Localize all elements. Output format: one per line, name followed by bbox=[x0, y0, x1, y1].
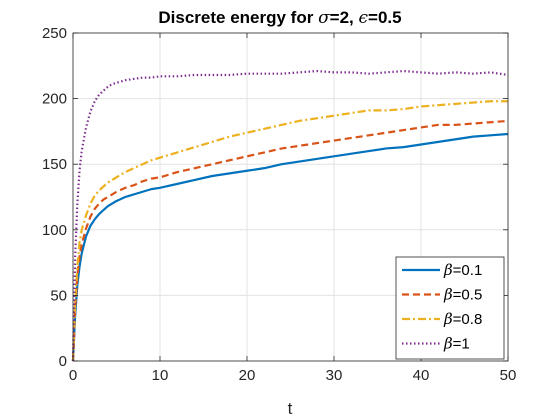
x-tick-label: 50 bbox=[500, 367, 517, 384]
title-epsilon-symbol: ϵ bbox=[359, 8, 369, 28]
x-tick-label: 0 bbox=[69, 367, 77, 384]
plot-frame bbox=[72, 32, 509, 362]
legend-beta-symbol: β bbox=[443, 261, 453, 279]
legend-beta-symbol: β bbox=[443, 310, 453, 328]
ticks bbox=[72, 32, 509, 362]
legend-item: β=0.8 bbox=[402, 310, 482, 328]
series-line-1 bbox=[71, 132, 509, 362]
x-tick-label: 30 bbox=[326, 367, 343, 384]
legend-label: β=0.1 bbox=[443, 261, 482, 279]
legend-label: β=0.5 bbox=[443, 286, 482, 304]
legend-label: β=0.8 bbox=[443, 310, 482, 328]
legend-item: β=0.1 bbox=[402, 261, 482, 279]
x-axis-label: t bbox=[288, 399, 293, 418]
legend-box bbox=[395, 256, 505, 360]
series-line-2 bbox=[71, 119, 509, 362]
x-tick-label: 10 bbox=[152, 367, 169, 384]
title-sigma-symbol: σ bbox=[318, 8, 330, 28]
legend-value: =1 bbox=[453, 336, 470, 353]
legend-beta-symbol: β bbox=[443, 286, 453, 304]
y-tick-label: 100 bbox=[42, 222, 67, 239]
y-tick-label: 150 bbox=[42, 156, 67, 173]
y-tick-label: 250 bbox=[42, 25, 67, 42]
legend-item: β=0.5 bbox=[402, 286, 482, 304]
x-tick-label: 40 bbox=[413, 367, 430, 384]
legend-item: β=1 bbox=[402, 335, 470, 353]
legend-label: β=1 bbox=[443, 335, 470, 353]
legend-value: =0.1 bbox=[453, 262, 483, 279]
legend-beta-symbol: β bbox=[443, 335, 453, 353]
series-line-4 bbox=[71, 69, 509, 362]
x-tick-label: 20 bbox=[239, 367, 256, 384]
chart-title: Discrete energy for σ=2, ϵ=0.5 bbox=[158, 8, 401, 28]
y-tick-label: 50 bbox=[50, 287, 67, 304]
y-tick-label: 200 bbox=[42, 91, 67, 108]
tick-labels: 0 10 20 30 40 50 0 50 100 150 200 250 bbox=[42, 25, 516, 384]
legend-value: =0.5 bbox=[453, 287, 483, 304]
series-line-3 bbox=[71, 100, 508, 362]
series-layer bbox=[71, 69, 509, 362]
y-tick-label: 0 bbox=[59, 353, 67, 370]
legend-value: =0.8 bbox=[453, 311, 483, 328]
legend: β=0.1β=0.5β=0.8β=1 bbox=[395, 256, 505, 360]
